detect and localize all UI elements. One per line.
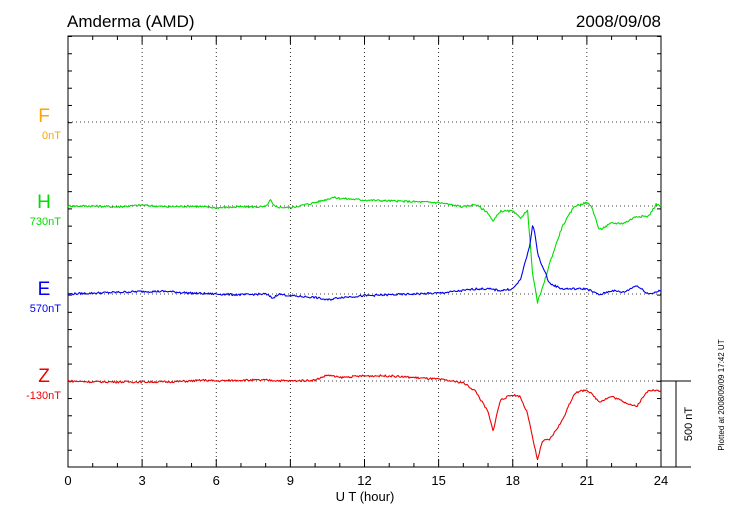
date-label: 2008/09/08	[576, 12, 661, 31]
vertical-gridlines	[141, 36, 588, 467]
component-name-h: H	[37, 192, 51, 213]
x-tick-label-12: 12	[357, 473, 371, 488]
x-tick-labels: 0 3 6 9 12 15 18 21 24	[64, 473, 668, 488]
series-group	[67, 196, 662, 461]
series-e	[67, 225, 662, 301]
x-tick-label-9: 9	[287, 473, 294, 488]
component-label-e: E 570nT	[30, 279, 61, 315]
x-tick-label-21: 21	[580, 473, 594, 488]
component-baseline-h: 730nT	[30, 216, 61, 228]
series-z	[67, 374, 662, 461]
minor-ticks	[67, 36, 662, 467]
x-tick-label-15: 15	[431, 473, 445, 488]
component-baseline-e: 570nT	[30, 303, 61, 315]
component-name-e: E	[38, 279, 51, 300]
x-tick-label-18: 18	[506, 473, 520, 488]
scale-bar-label: 500 nT	[683, 407, 695, 442]
component-baseline-f: 0nT	[42, 130, 61, 142]
component-baseline-z: -130nT	[26, 390, 61, 402]
x-tick-label-24: 24	[654, 473, 668, 488]
x-tick-label-3: 3	[139, 473, 146, 488]
component-name-z: Z	[38, 366, 50, 387]
x-tick-label-6: 6	[213, 473, 220, 488]
component-label-z: Z -130nT	[26, 366, 61, 402]
plotted-timestamp: Plotted at 2008/09/09 17:42 UT	[717, 339, 726, 450]
x-tick-label-0: 0	[64, 473, 71, 488]
component-label-f: F 0nT	[38, 106, 61, 142]
station-title: Amderma (AMD)	[67, 12, 195, 31]
series-h	[67, 196, 662, 304]
scale-bar: 500 nT	[661, 380, 695, 468]
x-axis-label: U T (hour)	[336, 489, 395, 504]
component-name-f: F	[38, 106, 50, 127]
baseline-gridlines	[68, 121, 661, 382]
component-label-h: H 730nT	[30, 192, 61, 228]
